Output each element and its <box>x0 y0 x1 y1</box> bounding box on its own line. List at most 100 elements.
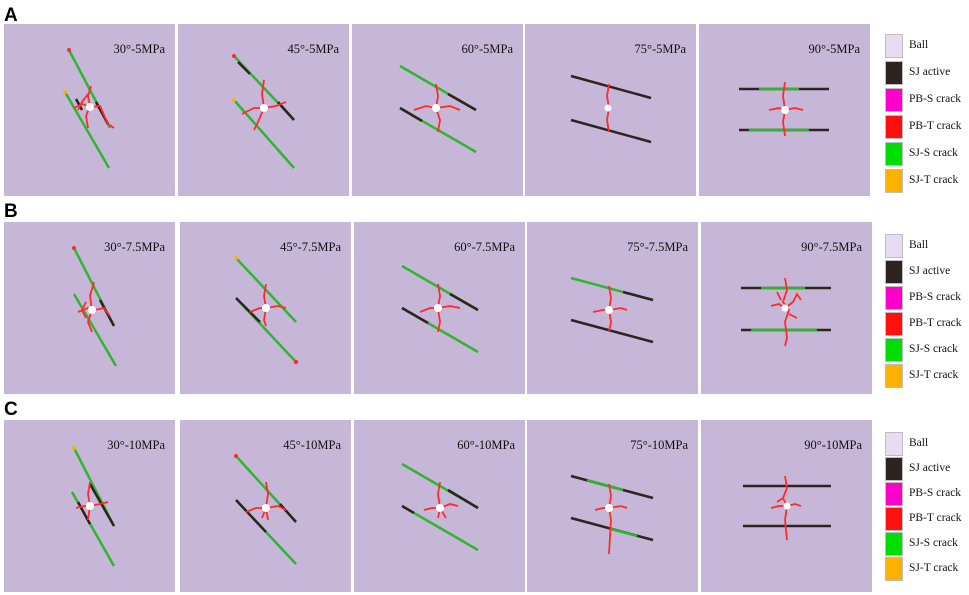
legend-label: SJ-S crack <box>909 147 958 159</box>
legend-item-sj-active: SJ active <box>885 61 965 85</box>
panel-label: 45°-10MPa <box>283 438 341 452</box>
crack-pattern-30deg-10mpa <box>70 446 116 567</box>
panel-45deg-10mpa: 45°-10MPa <box>180 420 351 592</box>
panel-label: 60°-5MPa <box>461 42 513 56</box>
crack-pattern-60deg-7-5mpa <box>401 264 479 354</box>
crack-pattern-45deg-7-5mpa <box>234 256 299 365</box>
pb-t-crack-swatch <box>885 507 903 531</box>
panel-60deg-5mpa: 60°-5MPa <box>352 24 523 196</box>
sj-t-crack-swatch <box>885 557 903 581</box>
crack-pattern-60deg-10mpa <box>401 462 479 552</box>
crack-pattern-30deg-5mpa <box>63 48 115 169</box>
panel-60deg-10mpa: 60°-10MPa <box>354 420 525 592</box>
pb-s-crack-swatch <box>885 286 903 310</box>
crack-pattern-45deg-10mpa <box>234 454 297 565</box>
crack-pattern-45deg-5mpa <box>232 54 295 169</box>
crack-pattern-60deg-5mpa <box>399 64 477 154</box>
panel-label: 30°-7.5MPa <box>104 240 165 254</box>
panel-label: 75°-5MPa <box>634 42 686 56</box>
crack-pattern-90deg-10mpa <box>743 475 831 541</box>
legend-label: SJ active <box>909 66 951 78</box>
legend-label: PB-S crack <box>909 291 962 303</box>
panel-75deg-7-5mpa: 75°-7.5MPa <box>527 222 698 394</box>
legend-item-pb-s-crack: PB-S crack <box>885 286 965 310</box>
panel-label: 75°-10MPa <box>630 438 688 452</box>
panel-label: 30°-10MPa <box>107 438 165 452</box>
pb-s-crack-swatch <box>885 482 903 506</box>
sj-s-crack-swatch <box>885 338 903 362</box>
legend-item-ball: Ball <box>885 34 965 58</box>
pb-t-crack-swatch <box>885 115 903 139</box>
legend-label: SJ active <box>909 265 951 277</box>
legend-label: SJ-T crack <box>909 369 959 381</box>
legend-label: PB-S crack <box>909 93 962 105</box>
legend-label: SJ active <box>909 462 951 474</box>
row-label-a: A <box>4 5 18 26</box>
ball-swatch <box>885 432 903 456</box>
panel-75deg-5mpa: 75°-5MPa <box>525 24 696 196</box>
crack-pattern-30deg-7-5mpa <box>72 246 118 367</box>
sj-active-swatch <box>885 260 903 284</box>
ball-swatch <box>885 234 903 258</box>
legend-item-pb-s-crack: PB-S crack <box>885 88 965 112</box>
legend-item-ball: Ball <box>885 432 965 456</box>
legend-label: PB-S crack <box>909 487 962 499</box>
legend-item-ball: Ball <box>885 234 965 258</box>
pb-t-crack-swatch <box>885 312 903 336</box>
crack-pattern-75deg-5mpa <box>570 74 652 144</box>
legend-item-sj-active: SJ active <box>885 260 965 284</box>
pb-s-crack-swatch <box>885 88 903 112</box>
ball-swatch <box>885 34 903 58</box>
crack-pattern-75deg-7-5mpa <box>570 276 654 344</box>
panel-90deg-7-5mpa: 90°-7.5MPa <box>701 222 872 394</box>
panel-30deg-7-5mpa: 30°-7.5MPa <box>4 222 175 394</box>
legend-label: SJ-S crack <box>909 343 958 355</box>
sj-t-crack-swatch <box>885 364 903 388</box>
legend-item-pb-t-crack: PB-T crack <box>885 115 965 139</box>
sj-s-crack-swatch <box>885 142 903 166</box>
panel-label: 45°-5MPa <box>287 42 339 56</box>
legend-item-sj-t-crack: SJ-T crack <box>885 169 965 193</box>
legend-label: Ball <box>909 39 929 51</box>
panel-30deg-10mpa: 30°-10MPa <box>4 420 175 592</box>
panel-60deg-7-5mpa: 60°-7.5MPa <box>354 222 525 394</box>
sj-s-crack-swatch <box>885 532 903 556</box>
legend-item-sj-t-crack: SJ-T crack <box>885 557 965 581</box>
panel-label: 30°-5MPa <box>113 42 165 56</box>
legend-label: PB-T crack <box>909 317 962 329</box>
row-label-c: C <box>4 399 18 420</box>
crack-pattern-90deg-5mpa <box>739 81 829 137</box>
legend-item-pb-t-crack: PB-T crack <box>885 507 965 531</box>
legend-item-sj-active: SJ active <box>885 457 965 481</box>
legend-label: Ball <box>909 437 929 449</box>
sj-t-crack-swatch <box>885 169 903 193</box>
panel-75deg-10mpa: 75°-10MPa <box>527 420 698 592</box>
legend-item-sj-s-crack: SJ-S crack <box>885 532 965 556</box>
panel-label: 45°-7.5MPa <box>280 240 341 254</box>
sj-active-swatch <box>885 61 903 85</box>
legend-label: SJ-T crack <box>909 562 959 574</box>
panel-label: 75°-7.5MPa <box>627 240 688 254</box>
panel-45deg-7-5mpa: 45°-7.5MPa <box>180 222 351 394</box>
panel-label: 90°-7.5MPa <box>801 240 862 254</box>
crack-pattern-75deg-10mpa <box>570 474 654 555</box>
legend-label: PB-T crack <box>909 512 962 524</box>
legend-item-sj-s-crack: SJ-S crack <box>885 142 965 166</box>
panel-label: 60°-7.5MPa <box>454 240 515 254</box>
panel-90deg-5mpa: 90°-5MPa <box>699 24 870 196</box>
legend-label: Ball <box>909 239 929 251</box>
legend-item-sj-s-crack: SJ-S crack <box>885 338 965 362</box>
panel-label: 90°-10MPa <box>804 438 862 452</box>
sj-active-swatch <box>885 457 903 481</box>
legend-item-pb-s-crack: PB-S crack <box>885 482 965 506</box>
legend-label: SJ-T crack <box>909 174 959 186</box>
panel-label: 60°-10MPa <box>457 438 515 452</box>
panel-45deg-5mpa: 45°-5MPa <box>178 24 349 196</box>
legend-label: PB-T crack <box>909 120 962 132</box>
panel-label: 90°-5MPa <box>808 42 860 56</box>
panel-90deg-10mpa: 90°-10MPa <box>701 420 872 592</box>
legend-label: SJ-S crack <box>909 537 958 549</box>
legend-item-pb-t-crack: PB-T crack <box>885 312 965 336</box>
panel-30deg-5mpa: 30°-5MPa <box>4 24 175 196</box>
legend-item-sj-t-crack: SJ-T crack <box>885 364 965 388</box>
